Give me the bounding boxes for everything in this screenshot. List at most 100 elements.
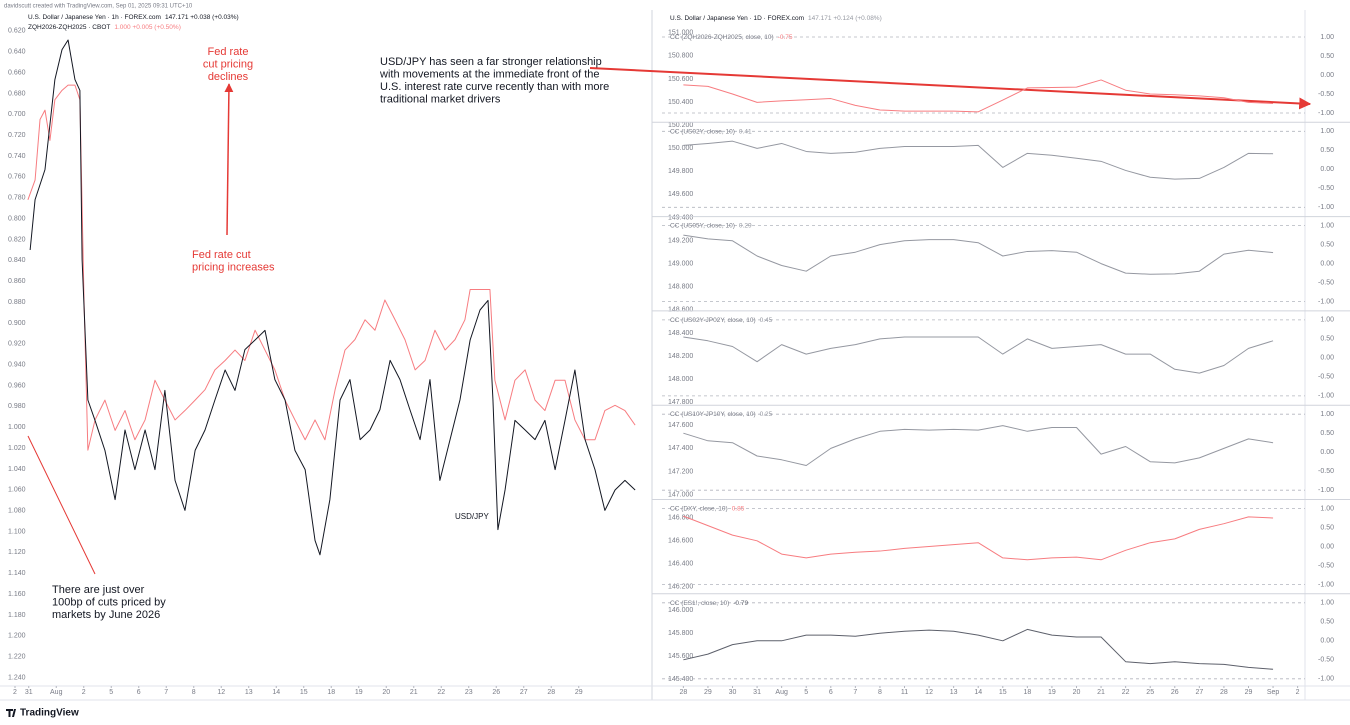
x-tick-label: 2 — [1296, 689, 1300, 696]
y-tick-label: 1.00 — [1320, 34, 1334, 41]
annotation: 100bp of cuts priced by — [52, 596, 166, 608]
y-tick-label: 0.800 — [8, 215, 26, 222]
y-tick-label: 0.50 — [1320, 147, 1334, 154]
pane-name: CC (US05Y, close, 10) — [670, 222, 735, 229]
series-line — [29, 39, 636, 556]
y-tick-label: 148.400 — [668, 330, 693, 337]
x-tick-label: 20 — [382, 689, 390, 696]
pane-name: CC (US10Y-JP10Y, close, 10) — [670, 411, 756, 418]
annotation: There are just over — [52, 584, 145, 596]
pane-name: CC (ES1!, close, 10) — [670, 600, 729, 607]
x-tick-label: 28 — [1220, 689, 1228, 696]
x-tick-label: 15 — [999, 689, 1007, 696]
y-tick-label: -0.50 — [1318, 185, 1334, 192]
pane-title: CC (US02Y-JP02Y, close, 10) 0.45 — [670, 317, 773, 324]
y-tick-label: 1.00 — [1320, 317, 1334, 324]
y-tick-label: 1.060 — [8, 487, 26, 494]
y-tick-label: 147.000 — [668, 491, 693, 498]
series-line — [683, 79, 1274, 113]
pane-value: -0.79 — [733, 600, 748, 607]
y-tick-label: 1.00 — [1320, 411, 1334, 418]
x-tick-label: 22 — [1122, 689, 1130, 696]
x-tick-label: 27 — [1195, 689, 1203, 696]
y-tick-label: 147.400 — [668, 445, 693, 452]
y-tick-label: 146.200 — [668, 584, 693, 591]
x-tick-label: 31 — [25, 689, 33, 696]
x-tick-label: 19 — [1048, 689, 1056, 696]
annotation: U.S. interest rate curve recently than w… — [380, 81, 609, 93]
y-tick-label: -0.50 — [1318, 562, 1334, 569]
x-tick-label: 11 — [901, 689, 908, 696]
pane-title: CC (ZQH2026-ZQH2025, close, 10) -0.75 — [670, 34, 793, 41]
y-tick-label: 149.400 — [668, 214, 693, 221]
series-line — [683, 140, 1274, 180]
legend-name: U.S. Dollar / Japanese Yen · 1h · FOREX.… — [28, 14, 161, 21]
y-tick-label: 0.00 — [1320, 449, 1334, 456]
x-tick-label: 25 — [1146, 689, 1154, 696]
y-tick-label: 150.000 — [668, 145, 693, 152]
x-tick-label: 2 — [13, 689, 17, 696]
pane-title: CC (US05Y, close, 10) 0.29 — [670, 222, 752, 229]
x-tick-label: 28 — [547, 689, 555, 696]
x-tick-label: 26 — [492, 689, 500, 696]
x-tick-label: 13 — [245, 689, 253, 696]
pane-value: 0.85 — [732, 505, 745, 512]
x-tick-label: 26 — [1171, 689, 1179, 696]
y-tick-label: 148.000 — [668, 376, 693, 383]
y-tick-label: 145.600 — [668, 653, 693, 660]
y-tick-label: 1.00 — [1320, 600, 1334, 607]
series-line — [683, 628, 1274, 670]
chart-title: U.S. Dollar / Japanese Yen · 1D · FOREX.… — [670, 15, 804, 22]
x-tick-label: 2 — [82, 689, 86, 696]
pane-name: CC (US02Y, close, 10) — [670, 128, 735, 135]
y-tick-label: 149.000 — [668, 260, 693, 267]
y-tick-label: 0.640 — [8, 49, 26, 56]
y-tick-label: 0.820 — [8, 236, 26, 243]
y-tick-label: -0.50 — [1318, 657, 1334, 664]
y-tick-label: -1.00 — [1318, 110, 1334, 117]
x-tick-label: 21 — [410, 689, 418, 696]
annotation: markets by June 2026 — [52, 609, 160, 621]
x-tick-label: 28 — [679, 689, 687, 696]
x-tick-label: 22 — [437, 689, 445, 696]
y-tick-label: 1.000 — [8, 424, 26, 431]
pane-title: CC (ES1!, close, 10) -0.79 — [670, 600, 748, 607]
y-tick-label: -1.00 — [1318, 581, 1334, 588]
y-tick-label: 151.000 — [668, 30, 693, 37]
x-tick-label: 15 — [300, 689, 308, 696]
legend-entry: U.S. Dollar / Japanese Yen · 1h · FOREX.… — [28, 14, 239, 21]
y-tick-label: -1.00 — [1318, 204, 1334, 211]
pane-name: CC (US02Y-JP02Y, close, 10) — [670, 317, 756, 324]
annotation: pricing increases — [192, 261, 275, 273]
series-line — [27, 84, 636, 451]
y-tick-label: 1.100 — [8, 528, 26, 535]
y-tick-label: 0.940 — [8, 361, 26, 368]
y-tick-label: 0.780 — [8, 195, 26, 202]
y-tick-label: 145.400 — [668, 676, 693, 683]
annotation: with movements at the immediate front of… — [379, 68, 600, 80]
x-tick-label: 29 — [704, 689, 712, 696]
y-tick-label: -1.00 — [1318, 298, 1334, 305]
annotation: Fed rate — [208, 46, 249, 58]
y-tick-label: 0.00 — [1320, 355, 1334, 362]
annotation: declines — [208, 71, 249, 83]
y-tick-label: 147.600 — [668, 422, 693, 429]
y-tick-label: 1.00 — [1320, 128, 1334, 135]
y-tick-label: 150.200 — [668, 122, 693, 129]
x-tick-label: 7 — [853, 689, 857, 696]
y-tick-label: 146.400 — [668, 561, 693, 568]
pane-value: -0.75 — [778, 34, 793, 41]
y-tick-label: 148.200 — [668, 353, 693, 360]
x-tick-label: 20 — [1073, 689, 1081, 696]
pane-value: 0.25 — [760, 411, 773, 418]
y-tick-label: 0.880 — [8, 299, 26, 306]
y-tick-label: 1.120 — [8, 549, 26, 556]
pane-title: CC (DXY, close, 10) 0.85 — [670, 505, 745, 512]
y-tick-label: 0.620 — [8, 28, 26, 35]
x-tick-label: 14 — [272, 689, 280, 696]
y-tick-label: 1.00 — [1320, 505, 1334, 512]
x-tick-label: 8 — [192, 689, 196, 696]
y-tick-label: 150.600 — [668, 76, 693, 83]
